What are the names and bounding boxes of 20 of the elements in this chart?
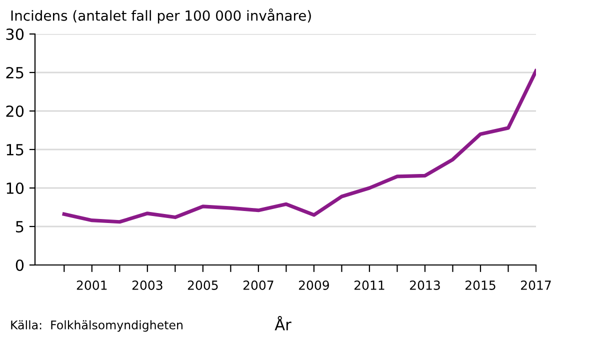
y-tick-label: 20 [6, 105, 24, 118]
y-tick-label: 15 [6, 144, 24, 156]
x-tick-label: 2015 [465, 280, 496, 290]
y-tick-label: 5 [16, 221, 24, 233]
x-tick-label: 2009 [298, 280, 329, 290]
x-tick-label: 2003 [132, 280, 162, 290]
x-tick-label: 2017 [521, 280, 551, 290]
line-series [62, 69, 536, 224]
x-tick-label: 2007 [243, 280, 274, 290]
x-tick-label: 2011 [354, 280, 384, 290]
y-tick-label: 0 [16, 259, 24, 272]
x-tick-label: 2013 [410, 280, 440, 290]
y-tick-label: 10 [6, 182, 24, 194]
x-tick-label: 2005 [188, 280, 218, 290]
y-axis-title: Incidens (antalet fall per 100 000 invånare) [11, 8, 311, 24]
y-tick-label: 25 [6, 66, 24, 79]
x-tick-label: 2001 [76, 280, 107, 290]
text: Källa: Folkhälsomyndigheten [11, 320, 182, 332]
y-tick-label: 30 [6, 28, 24, 40]
x-axis-title: År [274, 316, 292, 330]
